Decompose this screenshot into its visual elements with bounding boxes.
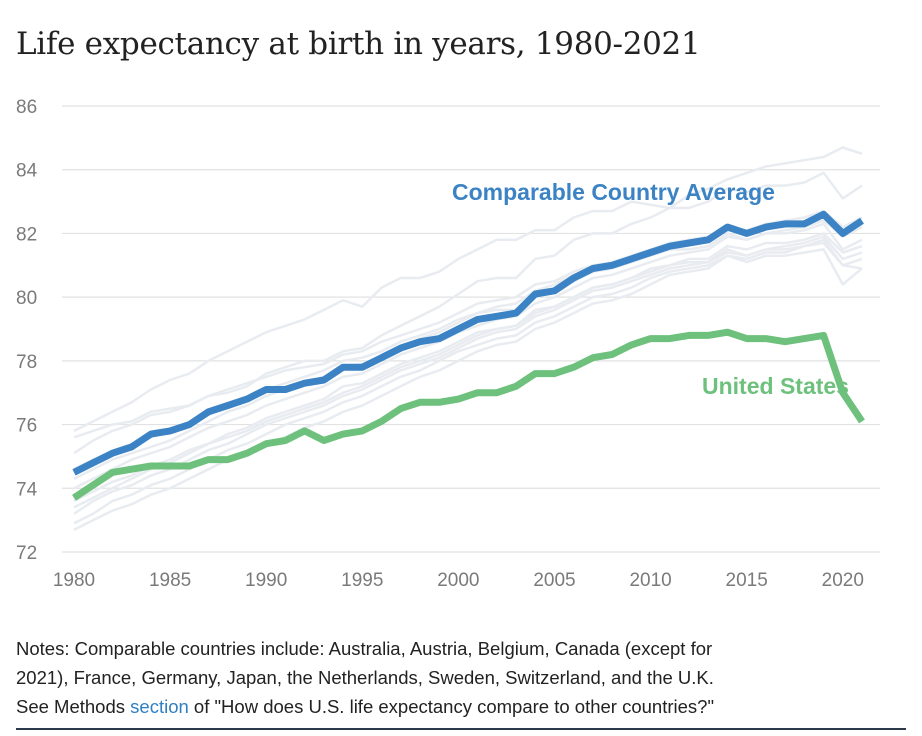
background-country-line xyxy=(73,146,863,433)
y-tick-label: 76 xyxy=(16,416,37,437)
background-country-line xyxy=(73,171,863,455)
y-tick-label: 72 xyxy=(16,543,37,564)
highlighted-series-lines xyxy=(72,210,865,501)
notes-line-3-end: of "How does U.S. life expectancy compar… xyxy=(188,696,715,717)
bottom-divider xyxy=(16,728,906,730)
x-tick-label: 1990 xyxy=(245,570,287,591)
x-tick-label: 1985 xyxy=(149,570,191,591)
background-country-line xyxy=(73,222,863,480)
x-tick-label: 2015 xyxy=(726,570,768,591)
notes-line-2: 2021), France, Germany, Japan, the Nethe… xyxy=(16,667,714,688)
x-tick-label: 2010 xyxy=(629,570,671,591)
notes-line-3-start: See Methods xyxy=(16,696,131,717)
x-tick-label: 2000 xyxy=(437,570,479,591)
methods-section-link[interactable]: section xyxy=(130,696,189,717)
chart-title: Life expectancy at birth in years, 1980-… xyxy=(16,26,701,62)
line-chart: 72 74 76 78 80 82 84 86 1980 1985 1990 1995 2000 200… xyxy=(16,97,880,591)
background-country-line xyxy=(73,238,863,503)
y-axis-ticks: 72 74 76 78 80 82 84 86 xyxy=(16,97,38,564)
y-tick-label: 82 xyxy=(16,224,37,245)
gridlines xyxy=(62,105,880,553)
background-country-line xyxy=(73,248,863,531)
notes-line-3: See Methods section of "How does U.S. li… xyxy=(16,692,906,721)
series-label-comparable: Comparable Country Average xyxy=(452,179,775,205)
x-tick-label: 1980 xyxy=(53,570,95,591)
y-tick-label: 84 xyxy=(16,161,38,182)
y-tick-label: 78 xyxy=(16,352,37,373)
y-tick-label: 74 xyxy=(16,479,38,500)
series-line-comparable xyxy=(72,210,864,476)
notes-line-1: Notes: Comparable countries include: Aus… xyxy=(16,638,713,659)
x-axis-ticks: 1980 1985 1990 1995 2000 2005 2010 2015 2020 xyxy=(53,570,864,591)
background-country-line xyxy=(73,235,863,515)
series-line-united-states xyxy=(72,328,865,501)
y-tick-label: 80 xyxy=(16,288,37,309)
x-tick-label: 2005 xyxy=(533,570,575,591)
y-tick-label: 86 xyxy=(16,97,37,118)
background-country-line xyxy=(73,219,863,490)
x-tick-label: 1995 xyxy=(341,570,383,591)
x-tick-label: 2020 xyxy=(822,570,864,591)
series-label-united-states: United States xyxy=(702,373,849,399)
chart-notes: Notes: Comparable countries include: Aus… xyxy=(16,634,906,721)
